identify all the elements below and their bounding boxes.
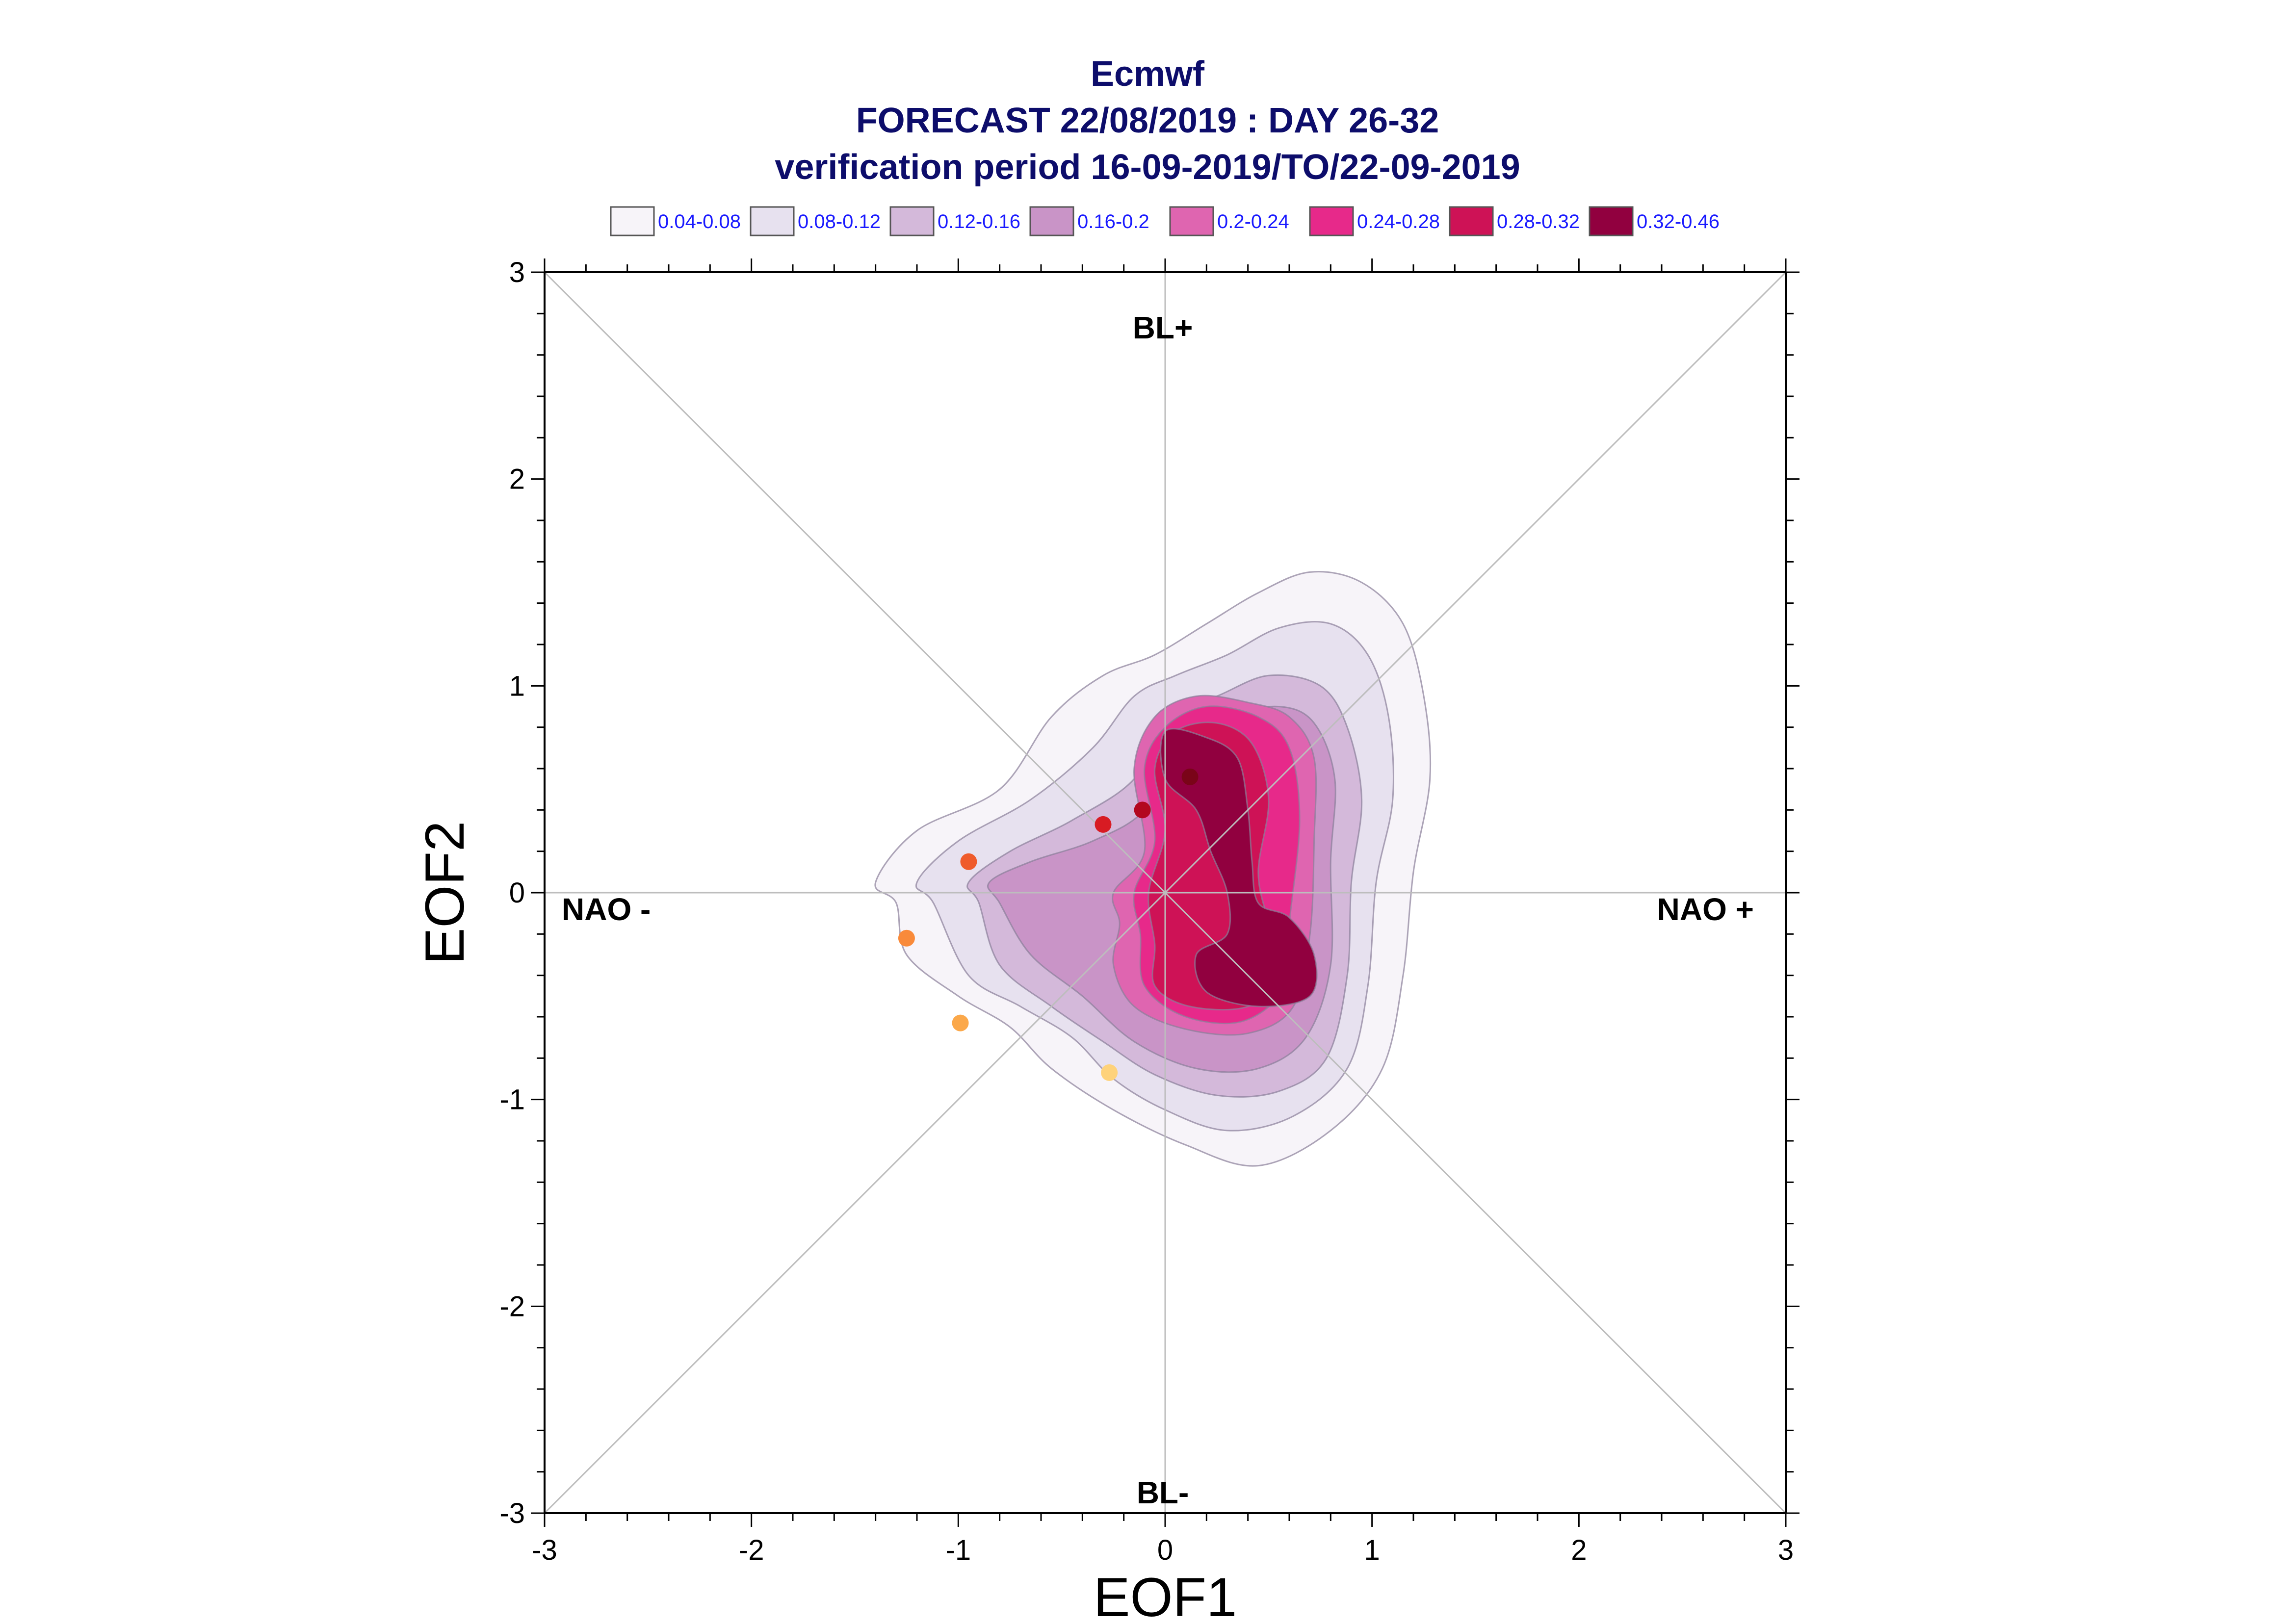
regime-label-nao-minus: NAO - (562, 892, 651, 927)
forecast-point (1101, 1064, 1118, 1081)
legend-label: 0.04-0.08 (658, 211, 741, 232)
forecast-points (898, 768, 1199, 1081)
x-tick-label: 2 (1571, 1534, 1587, 1566)
y-tick-label: 2 (509, 464, 525, 495)
y-tick-label: -1 (499, 1084, 525, 1116)
legend-label: 0.32-0.46 (1637, 211, 1720, 232)
x-tick-label: 1 (1364, 1534, 1380, 1566)
x-tick-label: -3 (532, 1534, 557, 1566)
legend-label: 0.28-0.32 (1497, 211, 1580, 232)
regime-label-nao-plus: NAO + (1657, 892, 1754, 927)
density-contours (874, 571, 1432, 1167)
x-tick-label: 0 (1157, 1534, 1173, 1566)
forecast-point (1181, 768, 1199, 785)
legend-label: 0.2-0.24 (1217, 211, 1289, 232)
legend-swatch (750, 206, 795, 236)
legend-swatch (889, 206, 935, 236)
forecast-point (1134, 801, 1151, 819)
legend-swatch (610, 206, 655, 236)
legend-label: 0.08-0.12 (798, 211, 881, 232)
legend-swatch (1309, 206, 1354, 236)
legend-swatch (1589, 206, 1634, 236)
y-tick-label: 1 (509, 670, 525, 702)
chart-subtitle-forecast: FORECAST 22/08/2019 : DAY 26-32 (856, 101, 1439, 140)
x-tick-label: -1 (946, 1534, 971, 1566)
y-tick-label: 3 (509, 257, 525, 288)
legend: 0.04-0.08 0.08-0.12 0.12-0.16 0.16-0.2 0.2-0… (610, 206, 1720, 236)
axes: -3 -2 -1 0 1 2 3 -3 -2 -1 0 1 2 3 (499, 257, 1799, 1566)
density-contour (1160, 728, 1318, 1007)
legend-label: 0.24-0.28 (1357, 211, 1440, 232)
chart-title: Ecmwf (1090, 54, 1205, 94)
regime-label-bl-minus: BL- (1137, 1475, 1189, 1510)
x-tick-label: -2 (739, 1534, 764, 1566)
x-axis-title: EOF1 (1094, 1567, 1237, 1624)
y-axis-title: EOF2 (414, 821, 475, 965)
legend-label: 0.12-0.16 (938, 211, 1020, 232)
forecast-point (1095, 816, 1112, 833)
y-tick-label: -3 (499, 1497, 525, 1529)
chart-subtitle-verification: verification period 16-09-2019/TO/22-09-… (775, 148, 1520, 187)
legend-swatch (1449, 206, 1494, 236)
forecast-point (952, 1014, 969, 1031)
diagonal-reference-line (544, 271, 1787, 1514)
legend-label: 0.16-0.2 (1077, 211, 1149, 232)
forecast-point (898, 929, 915, 947)
reference-lines (544, 271, 1787, 1514)
legend-swatch (1169, 206, 1214, 236)
y-tick-label: 0 (509, 877, 525, 909)
regime-label-bl-plus: BL+ (1133, 310, 1193, 345)
y-tick-label: -2 (499, 1290, 525, 1322)
forecast-point (960, 853, 977, 870)
x-tick-label: 3 (1778, 1534, 1794, 1566)
legend-swatch (1029, 206, 1074, 236)
